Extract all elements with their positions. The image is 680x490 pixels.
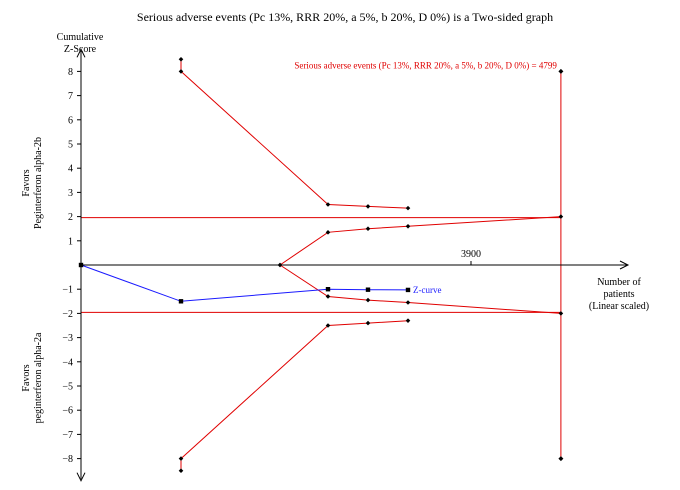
y-axis-label-line1: Cumulative xyxy=(57,32,104,43)
x-axis-label-line3: (Linear scaled) xyxy=(589,301,649,312)
y-tick-label: −6 xyxy=(62,406,73,417)
favors-top-line1: Favors xyxy=(21,169,32,196)
favors-bottom-line2: peginterferon alpha-2a xyxy=(33,332,44,423)
y-tick-label: −2 xyxy=(62,309,73,320)
chart-title: Serious adverse events (Pc 13%, RRR 20%,… xyxy=(137,10,553,24)
monitoring-boundary-upper-point xyxy=(325,202,331,207)
y-tick-label: −5 xyxy=(62,382,73,393)
y-tick-label: 6 xyxy=(68,115,73,126)
y-tick-label: −1 xyxy=(62,285,73,296)
ris-marker-top xyxy=(558,68,564,74)
z-curve-point xyxy=(405,287,411,293)
y-axis-label-line2: Z-Score xyxy=(64,44,97,55)
plot-area: Serious adverse events (Pc 13%, RRR 20%,… xyxy=(62,48,630,482)
y-axis-arrow-top xyxy=(76,48,86,58)
futility-boundary-lower-point xyxy=(558,311,564,316)
y-tick-label: −8 xyxy=(62,454,73,465)
futility-boundary-lower-point xyxy=(365,297,371,303)
x-axis-arrow xyxy=(619,260,630,270)
monitoring-boundary-lower-point xyxy=(325,323,331,328)
y-tick-label: 5 xyxy=(68,140,73,151)
monitoring-boundary-upper-point xyxy=(405,205,411,211)
futility-boundary-upper-line xyxy=(279,216,561,266)
z-curve-label: Z-curve xyxy=(413,285,441,295)
monitoring-boundary-lower-point xyxy=(405,318,411,323)
z-curve-point xyxy=(178,299,184,304)
y-tick-label: 8 xyxy=(68,67,73,78)
y-tick-label: −7 xyxy=(62,430,73,441)
y-tick-label: 7 xyxy=(68,91,73,102)
monitoring-boundary-lower-point xyxy=(178,468,184,473)
y-tick-label: −4 xyxy=(62,357,73,368)
futility-boundary-upper-point xyxy=(558,214,564,219)
futility-boundary-upper-point xyxy=(325,230,331,235)
futility-boundary-upper-point xyxy=(405,223,411,229)
favors-bottom-line1: Favors xyxy=(21,364,32,391)
y-tick-label: 1 xyxy=(68,236,73,247)
monitoring-boundary-lower-point xyxy=(178,456,184,461)
futility-boundary-lower-point xyxy=(325,294,331,299)
ris-marker-bottom xyxy=(558,456,564,462)
favors-top-line2: Peginterferon alpha-2b xyxy=(33,137,44,229)
monitoring-boundary-upper-line xyxy=(180,59,409,209)
monitoring-boundary-upper-point xyxy=(178,57,184,62)
monitoring-boundary-upper-point xyxy=(365,204,371,209)
y-tick-label: −3 xyxy=(62,333,73,344)
y-tick-label: 3 xyxy=(68,188,73,199)
x-axis-label-line2: patients xyxy=(603,289,634,300)
x-tick-label: 3900 xyxy=(461,249,481,260)
monitoring-boundary-lower-point xyxy=(365,320,371,326)
y-tick-label: 2 xyxy=(68,212,73,223)
futility-boundary-upper-point xyxy=(365,226,371,231)
futility-boundary-lower-point xyxy=(405,300,411,305)
z-curve-point xyxy=(365,287,371,292)
monitoring-boundary-upper-point xyxy=(178,69,184,74)
z-curve-point xyxy=(325,287,331,292)
required-information-size-label: Serious adverse events (Pc 13%, RRR 20%,… xyxy=(294,60,557,70)
monitoring-boundary-lower-line xyxy=(180,320,409,471)
y-axis-arrow-bottom xyxy=(76,472,86,482)
y-tick-label: 4 xyxy=(68,164,73,175)
x-axis-label-line1: Number of xyxy=(597,277,641,288)
z-curve-line xyxy=(80,264,409,302)
